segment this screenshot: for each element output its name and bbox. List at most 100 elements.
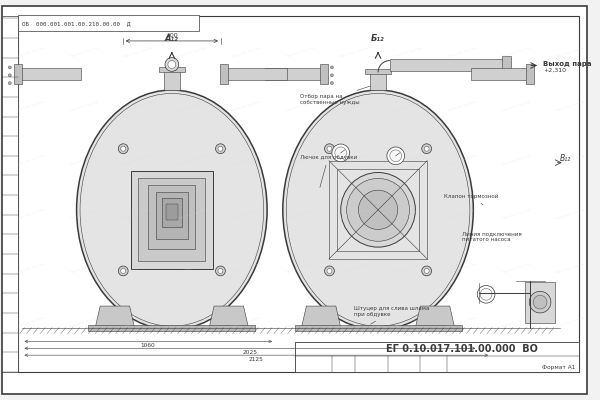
- Polygon shape: [415, 306, 455, 328]
- Bar: [390, 58, 506, 71]
- Text: Чертеж котла: Чертеж котла: [554, 262, 584, 275]
- Circle shape: [327, 268, 332, 273]
- Text: Чертеж котла: Чертеж котла: [446, 262, 476, 275]
- Text: Чертеж котла: Чертеж котла: [122, 208, 152, 221]
- Text: Чертеж котла: Чертеж котла: [14, 100, 44, 113]
- Text: Чертеж котла: Чертеж котла: [500, 208, 530, 221]
- Circle shape: [325, 266, 334, 276]
- Text: Чертеж котла: Чертеж котла: [122, 262, 152, 275]
- Circle shape: [331, 74, 334, 77]
- Text: Чертеж котла: Чертеж котла: [230, 100, 260, 113]
- Text: Чертеж котла: Чертеж котла: [554, 316, 584, 329]
- Circle shape: [327, 146, 332, 151]
- Bar: [162, 198, 182, 228]
- Text: Чертеж котла: Чертеж котла: [176, 100, 206, 113]
- Bar: [20, 68, 80, 80]
- Circle shape: [165, 58, 179, 71]
- Bar: [166, 204, 178, 220]
- Bar: [329, 161, 427, 259]
- Text: 100: 100: [166, 33, 178, 38]
- Bar: [265, 68, 324, 80]
- Text: Клапон тормозной: Клапон тормозной: [444, 194, 498, 205]
- Text: Чертеж котла: Чертеж котла: [14, 316, 44, 329]
- Text: Чертеж котла: Чертеж котла: [554, 46, 584, 59]
- Text: Чертеж котла: Чертеж котла: [14, 208, 44, 221]
- Circle shape: [335, 147, 347, 159]
- Text: Чертеж котла: Чертеж котла: [14, 262, 44, 275]
- Circle shape: [387, 147, 404, 165]
- Bar: [220, 64, 228, 84]
- Bar: [295, 325, 461, 331]
- Bar: [295, 342, 580, 372]
- Bar: [502, 56, 511, 75]
- Circle shape: [422, 266, 431, 276]
- Bar: [17, 15, 199, 31]
- Text: Б₁₂: Б₁₂: [371, 34, 385, 43]
- Text: Чертеж котла: Чертеж котла: [392, 100, 422, 113]
- Text: Чертеж котла: Чертеж котла: [14, 154, 44, 167]
- Circle shape: [424, 268, 429, 273]
- Text: Чертеж котла: Чертеж котла: [68, 100, 98, 113]
- Circle shape: [422, 144, 431, 154]
- Text: Чертеж котла: Чертеж котла: [500, 46, 530, 59]
- Text: Чертеж котла: Чертеж котла: [446, 208, 476, 221]
- Text: Чертеж котла: Чертеж котла: [230, 46, 260, 59]
- Text: Чертеж котла: Чертеж котла: [284, 100, 314, 113]
- Text: Чертеж котла: Чертеж котла: [338, 100, 368, 113]
- Text: Чертеж котла: Чертеж котла: [230, 262, 260, 275]
- Circle shape: [358, 190, 398, 230]
- Circle shape: [121, 268, 125, 273]
- Circle shape: [325, 144, 334, 154]
- Text: Чертеж котла: Чертеж котла: [446, 316, 476, 329]
- Text: Чертеж котла: Чертеж котла: [68, 316, 98, 329]
- Text: Чертеж котла: Чертеж котла: [176, 316, 206, 329]
- Text: Чертеж котла: Чертеж котла: [284, 154, 314, 167]
- Text: Чертеж котла: Чертеж котла: [284, 262, 314, 275]
- Circle shape: [347, 178, 409, 241]
- Text: Чертеж котла: Чертеж котла: [392, 208, 422, 221]
- Circle shape: [533, 295, 547, 309]
- Text: Чертеж котла: Чертеж котла: [176, 46, 206, 59]
- Bar: [526, 282, 555, 323]
- Bar: [14, 64, 22, 84]
- Text: Чертеж котла: Чертеж котла: [176, 154, 206, 167]
- Text: 1060: 1060: [141, 343, 155, 348]
- Text: Выход пара: Выход пара: [543, 60, 592, 66]
- Bar: [88, 325, 256, 331]
- Text: Формат А1: Формат А1: [542, 366, 575, 370]
- Text: Чертеж котла: Чертеж котла: [230, 154, 260, 167]
- Ellipse shape: [283, 90, 473, 330]
- Bar: [365, 69, 391, 74]
- Text: Чертеж котла: Чертеж котла: [122, 46, 152, 59]
- Text: Чертеж котла: Чертеж котла: [392, 154, 422, 167]
- Text: В₁₂: В₁₂: [560, 154, 572, 163]
- Bar: [159, 68, 185, 72]
- Text: Чертеж котла: Чертеж котла: [392, 316, 422, 329]
- Circle shape: [168, 60, 176, 68]
- Text: Чертеж котла: Чертеж котла: [392, 46, 422, 59]
- Circle shape: [331, 82, 334, 85]
- Text: Чертеж котла: Чертеж котла: [176, 208, 206, 221]
- Text: Чертеж котла: Чертеж котла: [446, 100, 476, 113]
- Circle shape: [529, 291, 551, 313]
- Text: Чертеж котла: Чертеж котла: [68, 208, 98, 221]
- Circle shape: [218, 146, 223, 151]
- Text: Чертеж котла: Чертеж котла: [14, 46, 44, 59]
- Circle shape: [480, 288, 492, 300]
- Text: Линия подключения
питатого насоса: Линия подключения питатого насоса: [461, 232, 521, 242]
- Circle shape: [332, 144, 350, 162]
- Text: Чертеж котла: Чертеж котла: [554, 154, 584, 167]
- Polygon shape: [209, 306, 248, 328]
- Circle shape: [424, 146, 429, 151]
- Text: Чертеж котла: Чертеж котла: [230, 316, 260, 329]
- Text: Отбор пара на
собственные нужды: Отбор пара на собственные нужды: [299, 86, 371, 105]
- Text: Чертеж котла: Чертеж котла: [230, 208, 260, 221]
- Text: ОБ  000.001.001.00.210.00.00  Д: ОБ 000.001.001.00.210.00.00 Д: [22, 21, 130, 26]
- Text: Чертеж котла: Чертеж котла: [176, 262, 206, 275]
- Circle shape: [215, 144, 226, 154]
- Bar: [156, 192, 188, 239]
- Bar: [2, 16, 17, 372]
- Text: Чертеж котла: Чертеж котла: [500, 262, 530, 275]
- Text: Чертеж котла: Чертеж котла: [122, 100, 152, 113]
- Text: Чертеж котла: Чертеж котла: [68, 46, 98, 59]
